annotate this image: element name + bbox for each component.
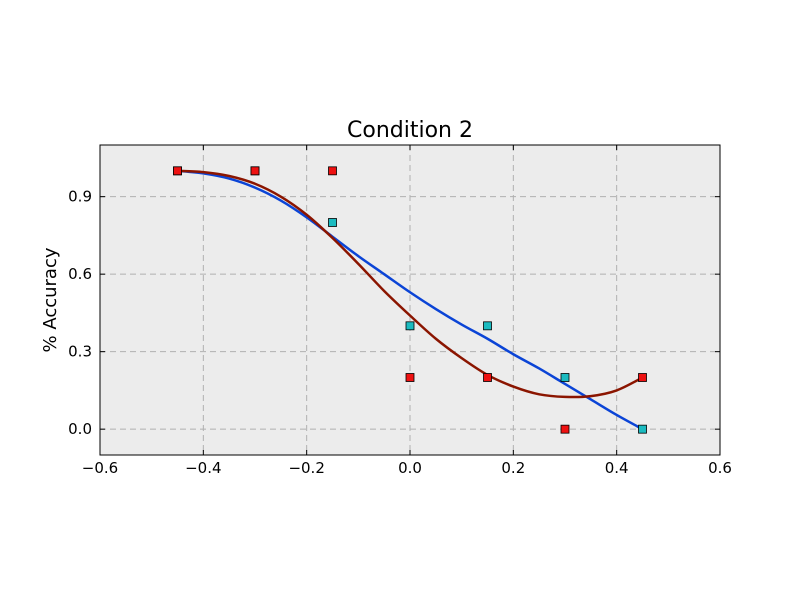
- x-tick-label: −0.2: [288, 459, 324, 477]
- x-tick-label: 0.2: [501, 459, 525, 477]
- y-tick-label: 0.3: [68, 343, 92, 361]
- y-axis-label: % Accuracy: [40, 247, 61, 352]
- data-point-1: [250, 166, 260, 176]
- x-tick-label: 0.6: [708, 459, 732, 477]
- axis-ticks: −0.6 −0.4 −0.2 0.0 0.2 0.4 0.6 0.0 0.3 0.6 0.9: [68, 145, 732, 477]
- fit-line-0: [177, 169, 644, 431]
- data-points: [173, 166, 647, 434]
- data-point-0: [483, 321, 492, 331]
- data-point-1: [638, 373, 647, 382]
- data-point-1: [173, 166, 182, 176]
- data-point-1: [560, 424, 570, 434]
- data-point-1: [405, 373, 415, 382]
- data-point-0: [405, 321, 415, 331]
- x-tick-label: 0.4: [605, 459, 629, 477]
- gridlines: [100, 145, 720, 455]
- data-point-1: [328, 166, 337, 176]
- data-point-0: [638, 424, 647, 434]
- y-tick-label: 0.0: [68, 420, 92, 438]
- chart-title: Condition 2: [347, 118, 473, 143]
- data-point-0: [328, 218, 337, 227]
- fit-lines: [177, 169, 644, 431]
- data-point-1: [483, 373, 492, 382]
- x-tick-label: 0.0: [398, 459, 422, 477]
- data-point-0: [560, 373, 570, 382]
- y-tick-label: 0.6: [68, 265, 92, 283]
- x-tick-label: −0.6: [82, 459, 118, 477]
- y-tick-label: 0.9: [68, 188, 92, 206]
- x-tick-label: −0.4: [185, 459, 221, 477]
- fit-line-1: [177, 169, 644, 399]
